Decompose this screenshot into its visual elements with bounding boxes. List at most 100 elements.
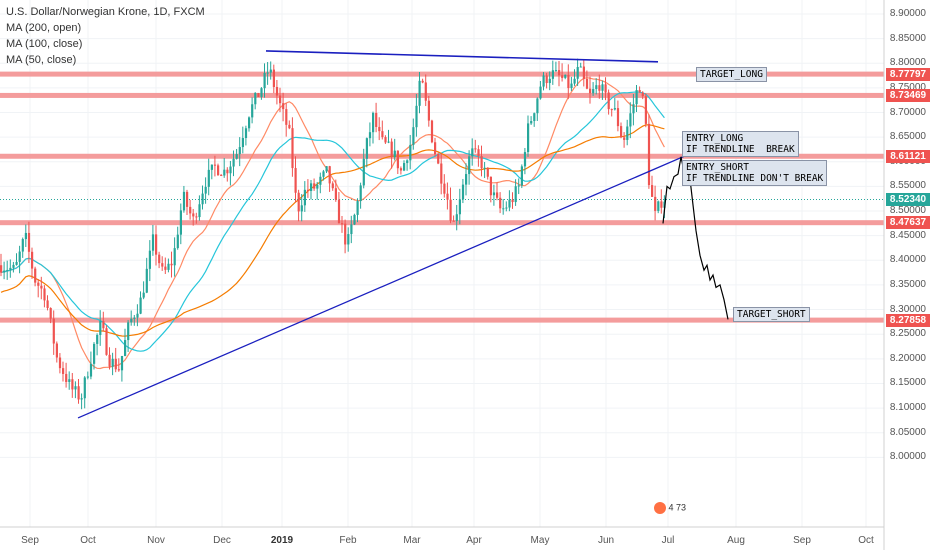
candle-body (164, 266, 167, 270)
candle-body (241, 138, 244, 148)
candle-body (120, 355, 124, 371)
candle-body (124, 340, 127, 356)
candle-body (49, 307, 52, 319)
candle-body (502, 208, 505, 210)
candle-body (353, 214, 356, 225)
time-tick-label: Oct (80, 535, 96, 546)
level-line[interactable] (0, 153, 884, 159)
candle-body (471, 148, 474, 157)
candle-body (226, 169, 229, 174)
candle-body (551, 70, 554, 79)
time-tick-label: Mar (403, 535, 421, 546)
candle-body (620, 126, 623, 138)
candle-body (198, 204, 201, 218)
candle-body (328, 166, 331, 184)
candle-body (127, 322, 130, 341)
candle-body (554, 70, 558, 72)
candle-body (461, 184, 465, 200)
candle-body (248, 117, 251, 129)
candle-body (80, 398, 83, 400)
candle-body (527, 123, 530, 153)
candle-body (223, 169, 226, 176)
candle-body (381, 131, 384, 138)
candle-body (430, 120, 434, 143)
candle-body (368, 132, 372, 139)
candle-body (313, 183, 316, 189)
ma-200-line (0, 124, 665, 337)
candle-body (492, 192, 496, 196)
candle-body (616, 108, 620, 127)
price-tick-label: 8.75000 (889, 81, 926, 93)
note-entry-long: ENTRY_LONG IF TRENDLINE BREAK (682, 131, 799, 158)
ma-50-line (0, 77, 665, 370)
level-line[interactable] (0, 317, 884, 323)
candle-body (350, 224, 353, 235)
level-line[interactable] (0, 92, 884, 98)
note-target-long: TARGET_LONG (696, 67, 767, 83)
level-line[interactable] (0, 71, 884, 77)
candle-body (65, 373, 68, 382)
candle-body (96, 334, 99, 344)
trend-drawings[interactable] (77, 50, 729, 419)
candle-body (564, 74, 567, 78)
candle-body (427, 100, 430, 121)
candle-body (182, 191, 186, 211)
candle-body (582, 66, 585, 79)
current-price-label: 8.52340 (886, 193, 930, 206)
candle-body (294, 168, 297, 193)
candle-body (139, 297, 142, 314)
price-tick-label: 8.50000 (889, 205, 926, 217)
candle-body (257, 93, 260, 97)
resistance-trendline[interactable] (265, 50, 659, 63)
time-tick-label: Sep (793, 535, 811, 546)
candle-body (629, 113, 632, 127)
candle-body (108, 354, 111, 367)
price-tick-label: 8.00000 (889, 451, 926, 463)
candle-body (362, 158, 365, 186)
candle-body (641, 92, 644, 97)
projection-path[interactable] (662, 156, 729, 320)
note-entry-short: ENTRY_SHORT IF TRENDLINE DON'T BREAK (682, 159, 828, 186)
candle-body (148, 250, 151, 269)
level-line[interactable] (0, 220, 884, 226)
price-tick-label: 8.65000 (889, 131, 926, 143)
candle-body (496, 192, 499, 198)
candle-body (297, 192, 300, 212)
candle-body (626, 126, 629, 140)
candle-body (573, 78, 576, 84)
candle-body (306, 189, 310, 191)
price-tick-label: 8.55000 (889, 180, 926, 192)
candle-body (406, 160, 409, 164)
candle-body (440, 163, 443, 184)
candle-body (489, 176, 492, 196)
candle-body (341, 223, 344, 225)
ascending-trendline[interactable] (77, 148, 701, 419)
candle-body (235, 154, 238, 159)
candle-body (372, 112, 375, 133)
candle-body (62, 368, 65, 374)
candle-body (83, 377, 86, 399)
candle-body (514, 186, 517, 203)
social-badge[interactable]: 4 73 (654, 502, 686, 514)
candle-body (424, 82, 427, 101)
candle-body (282, 103, 285, 110)
candle-body (530, 121, 533, 124)
candle-body (55, 343, 58, 358)
level-price-label: 8.73469 (886, 88, 930, 102)
candle-body (71, 379, 74, 390)
ma-100-line (0, 91, 665, 352)
candle-body (455, 214, 458, 222)
candle-body (43, 288, 46, 301)
candle-body (393, 150, 396, 158)
candle-body (499, 197, 502, 209)
candle-body (589, 88, 592, 94)
time-tick-label: Dec (213, 535, 231, 546)
candle-body (437, 154, 440, 164)
level-price-label: 8.47637 (886, 216, 930, 230)
horizontal-levels[interactable] (0, 71, 884, 323)
candle-body (378, 126, 381, 132)
candle-body (232, 158, 235, 167)
candle-body (434, 142, 437, 155)
